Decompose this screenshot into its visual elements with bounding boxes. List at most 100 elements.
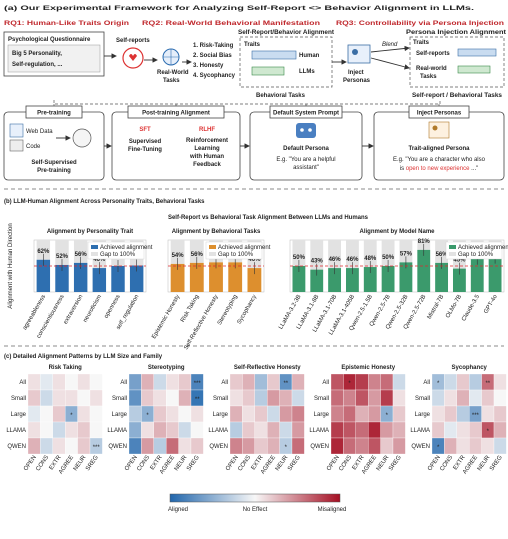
posttraining-box [111,111,241,181]
robot-icon [296,123,316,138]
label: Trait-aligned Persona [408,146,470,152]
heat-cell [343,437,356,455]
heart-icon [129,54,137,61]
caption: Feedback [193,162,221,168]
legend-box [445,241,503,260]
heat-cell [291,373,305,391]
heat-cell [141,389,154,407]
heat-cell [444,405,457,423]
heat-cell [254,437,268,455]
subplot-title: Sycophancy [452,365,488,371]
significance: ** [195,397,200,403]
gap-bar [435,240,449,263]
box-label [25,105,83,119]
heat-cell [153,405,167,423]
legend-label: Achieved alignment [458,245,508,251]
heat-cell [190,437,204,455]
subplot-title: Risk Taking [49,365,83,371]
label: Self-reports [116,38,150,44]
significance: * [146,413,149,419]
heat-cell [40,373,53,391]
heat-cell [65,421,78,439]
heat-cell [40,421,53,439]
gap-bar [363,240,377,268]
heat-cell [330,421,344,439]
x-tick-label: GPT-4o [483,293,499,314]
significance: * [285,445,288,451]
heat-cell [89,421,103,439]
heat-cell [166,421,179,439]
box-text: Big 5 Personality, [12,51,62,57]
value-label: 56% [191,252,204,258]
legend-label: Gap to 100% [458,252,494,258]
box-text: Self-regulation, ... [12,62,63,68]
box-label [269,105,343,119]
significance: ** [485,381,490,387]
significance: * [386,413,389,419]
heat-cell [431,421,445,439]
heat-cell [27,421,41,439]
caption: Self-Supervised [31,160,77,166]
heat-cell [242,373,255,391]
x-tick-label: Self-Reflective Honesty [183,294,219,351]
box-title: Pre-training [37,111,71,117]
row-label: Small [112,396,127,402]
bar [36,259,51,292]
column-label: SREG [388,454,403,472]
heat-cell [469,373,482,391]
value-label: 56% [75,252,88,258]
bar [363,267,377,292]
significance: *** [93,445,101,451]
heat-cell [368,405,381,423]
heat-cell [279,421,293,439]
heat-cell [469,389,482,407]
heat-cell [229,373,243,391]
legend-label: Gap to 100% [218,252,254,258]
heat-cell [254,405,268,423]
heat-cell [343,421,356,439]
bar [381,266,395,292]
heat-cell [355,373,369,391]
colorbar-label: Aligned [168,507,188,513]
significance: *** [194,381,202,387]
legend-swatch [91,245,98,249]
heat-cell [392,421,406,439]
heat-cell [267,421,280,439]
bracket [53,100,441,106]
heat-cell [267,373,280,391]
heat-cell [330,389,344,407]
gap-bar [36,240,51,260]
gap-bar [55,240,69,265]
heat-cell [166,389,179,407]
box-label [408,105,470,119]
value-label: 62% [37,249,50,255]
illustration-bar [251,50,297,60]
heat-cell [456,373,470,391]
legend-label: Achieved alignment [100,245,153,251]
label: Personas [343,78,371,84]
heat-cell [166,437,179,455]
x-tick-label: openness [104,294,122,320]
heat-cell [77,389,91,407]
heat-cell [469,437,482,455]
example-part: ..." [469,166,478,172]
subplot-title: Alignment by Behavioral Tasks [172,229,261,235]
heat-cell [469,421,482,439]
heat-cell [481,389,495,407]
row-label: QWEN [7,444,26,450]
task-item: 3. Honesty [193,63,224,69]
box-title: Default System Prompt [273,111,339,117]
bar [328,268,342,292]
bar [228,262,243,292]
value-label: 54% [172,253,185,259]
example-part: is [400,166,406,172]
section-title: (a) Our Experimental Framework for Analy… [4,6,475,12]
legend-box [87,241,145,260]
label: Blend [382,42,398,48]
rq-label: RQ2: Real-World Behavioral Manifestation [142,21,320,27]
heat-cell [493,421,507,439]
row-label: Large [213,412,229,418]
legend-label: Gap to 100% [100,252,136,258]
persona-card-icon [428,121,450,139]
